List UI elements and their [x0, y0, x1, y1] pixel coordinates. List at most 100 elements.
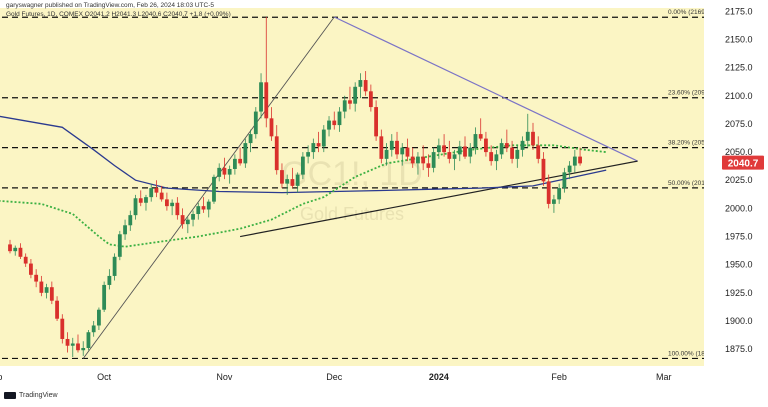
- candle-body: [353, 86, 358, 104]
- candle-15: [86, 329, 91, 351]
- candle-body: [97, 309, 101, 326]
- candle-36: [196, 202, 201, 220]
- candle-body: [8, 244, 12, 252]
- candle-body: [520, 140, 525, 150]
- candle-60: [321, 125, 326, 153]
- candle-body: [185, 219, 190, 225]
- candle-22: [123, 219, 127, 240]
- candle-6: [39, 275, 44, 297]
- candle-50: [269, 107, 274, 141]
- candle-body: [264, 82, 269, 119]
- trend-lines: [82, 16, 638, 359]
- candle-86: [457, 140, 462, 162]
- candle-body: [342, 100, 347, 112]
- tradingview-logo[interactable]: TradingView: [4, 392, 58, 399]
- time-axis[interactable]: Sep Oct Nov Dec 2024 Feb Mar: [0, 366, 704, 386]
- candle-68: [363, 71, 368, 96]
- candle-1: [13, 245, 18, 256]
- candle-26: [144, 194, 148, 211]
- candle-40: [217, 163, 222, 182]
- candle-46: [248, 129, 253, 153]
- candle-75: [400, 143, 405, 166]
- x-tick-label: Feb: [551, 372, 567, 382]
- candle-body: [410, 156, 415, 164]
- candle-body: [421, 156, 426, 164]
- candle-59: [316, 131, 321, 153]
- candle-body: [504, 143, 509, 148]
- candle-body: [248, 134, 253, 144]
- candle-body: [300, 156, 305, 175]
- candle-body: [452, 154, 457, 159]
- price-axis[interactable]: 1875.0 1900.0 1925.0 1950.0 1975.0 2000.0 2025…: [704, 0, 768, 402]
- candle-95: [504, 129, 509, 153]
- y-tick-label: 1975.0: [725, 232, 753, 242]
- candle-76: [405, 138, 410, 162]
- candle-body: [212, 176, 216, 202]
- candle-25: [138, 190, 143, 207]
- candle-body: [578, 156, 582, 164]
- candle-12: [70, 337, 75, 357]
- x-tick-label: Mar: [656, 372, 672, 382]
- candle-body: [431, 152, 436, 168]
- candle-102: [541, 152, 546, 186]
- candles: [8, 17, 582, 357]
- candle-2: [18, 243, 23, 260]
- candle-84: [447, 140, 452, 164]
- symbol-ohlc-line: Gold Futures, 1D, COMEX O2041.2 H2041.3 …: [6, 11, 231, 18]
- candle-83: [442, 134, 446, 157]
- candle-body: [447, 152, 452, 159]
- candle-28: [154, 180, 159, 198]
- candle-71: [379, 129, 384, 164]
- candle-87: [463, 136, 467, 159]
- publisher-line: garyswagner published on TradingView.com…: [6, 2, 215, 9]
- candle-106: [562, 167, 567, 193]
- candle-42: [227, 165, 232, 184]
- candle-34: [185, 217, 190, 234]
- candle-body: [222, 167, 227, 175]
- fib-label-2: 38.20% (2054.0): [668, 140, 716, 147]
- last-price-tag: 2040.7: [722, 155, 764, 170]
- candle-72: [384, 143, 389, 166]
- candle-body: [389, 140, 394, 150]
- candle-body: [295, 174, 300, 186]
- candle-16: [91, 320, 96, 337]
- candle-body: [379, 136, 384, 159]
- candle-63: [337, 107, 342, 132]
- candle-body: [552, 199, 556, 204]
- candle-body: [285, 179, 290, 184]
- candle-49: [264, 17, 269, 128]
- candle-body: [348, 100, 352, 104]
- candle-body: [107, 275, 112, 285]
- x-tick-label: Sep: [0, 372, 2, 382]
- candle-39: [212, 174, 216, 204]
- candle-body: [227, 168, 232, 175]
- candle-body: [91, 325, 96, 333]
- price-tag-label: 2040.7: [728, 159, 759, 170]
- candle-body: [306, 152, 311, 157]
- candle-body: [400, 147, 405, 155]
- y-tick-label: 2100.0: [725, 91, 753, 101]
- candle-body: [499, 143, 504, 155]
- candle-body: [18, 247, 23, 257]
- impulse-line: [82, 16, 335, 359]
- candle-101: [536, 136, 541, 164]
- candle-9: [55, 296, 59, 321]
- candle-body: [65, 338, 70, 346]
- candle-body: [44, 287, 49, 293]
- candle-57: [306, 145, 311, 164]
- candle-41: [222, 157, 227, 180]
- candle-body: [60, 318, 65, 339]
- candle-body: [463, 146, 467, 157]
- candle-51: [274, 125, 279, 175]
- candle-body: [280, 170, 284, 184]
- candle-7: [44, 283, 49, 299]
- candle-90: [478, 118, 483, 141]
- candle-66: [353, 82, 358, 112]
- price-tag-bg: [722, 155, 764, 170]
- candle-100: [531, 122, 535, 150]
- candle-body: [49, 287, 54, 301]
- candle-105: [557, 183, 562, 204]
- candle-body: [374, 107, 378, 137]
- tradingview-icon: [4, 392, 16, 399]
